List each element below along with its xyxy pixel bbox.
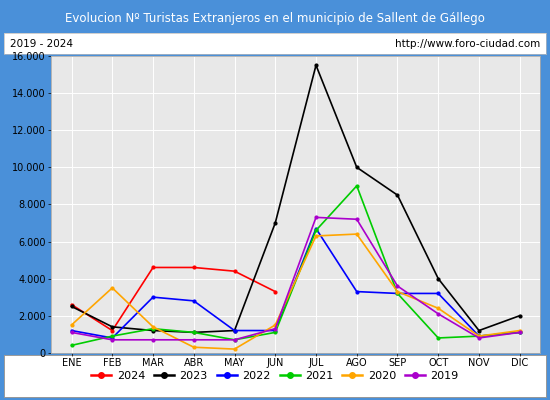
Legend: 2024, 2023, 2022, 2021, 2020, 2019: 2024, 2023, 2022, 2021, 2020, 2019 — [87, 366, 463, 385]
2021 — [272, 330, 278, 335]
2023 — [190, 330, 197, 335]
2022 — [231, 328, 238, 333]
2020 — [190, 345, 197, 350]
2020 — [231, 347, 238, 352]
2022 — [313, 226, 320, 231]
2019 — [109, 338, 116, 342]
2019 — [68, 330, 75, 335]
2023 — [68, 304, 75, 309]
2020 — [516, 328, 523, 333]
2020 — [394, 289, 401, 294]
2021 — [313, 228, 320, 233]
2024 — [231, 269, 238, 274]
2021 — [435, 336, 442, 340]
Text: Evolucion Nº Turistas Extranjeros en el municipio de Sallent de Gállego: Evolucion Nº Turistas Extranjeros en el … — [65, 12, 485, 25]
2022 — [354, 289, 360, 294]
2019 — [150, 338, 156, 342]
2021 — [190, 330, 197, 335]
2022 — [394, 291, 401, 296]
2019 — [354, 217, 360, 222]
2019 — [435, 312, 442, 316]
2023 — [476, 328, 482, 333]
2023 — [109, 324, 116, 329]
2023 — [354, 165, 360, 170]
2021 — [394, 291, 401, 296]
2021 — [476, 334, 482, 338]
2020 — [435, 306, 442, 311]
2024 — [150, 265, 156, 270]
Line: 2021: 2021 — [70, 184, 521, 347]
2024 — [190, 265, 197, 270]
2022 — [435, 291, 442, 296]
Line: 2020: 2020 — [70, 233, 521, 350]
2020 — [109, 286, 116, 290]
2019 — [516, 330, 523, 335]
2019 — [231, 338, 238, 342]
2019 — [476, 336, 482, 340]
2023 — [435, 276, 442, 281]
2020 — [476, 334, 482, 338]
2023 — [313, 63, 320, 68]
2023 — [394, 193, 401, 198]
Line: 2019: 2019 — [70, 216, 521, 341]
Text: http://www.foro-ciudad.com: http://www.foro-ciudad.com — [395, 39, 540, 49]
2019 — [272, 326, 278, 331]
2022 — [190, 298, 197, 303]
2020 — [354, 232, 360, 236]
2020 — [68, 322, 75, 327]
2020 — [313, 234, 320, 238]
2024 — [109, 328, 116, 333]
2021 — [109, 334, 116, 338]
2020 — [150, 324, 156, 329]
2019 — [394, 284, 401, 288]
2022 — [272, 328, 278, 333]
2021 — [150, 326, 156, 331]
2024 — [68, 302, 75, 307]
Text: 2019 - 2024: 2019 - 2024 — [10, 39, 73, 49]
2022 — [109, 336, 116, 340]
2019 — [190, 338, 197, 342]
2023 — [231, 328, 238, 333]
2023 — [150, 328, 156, 333]
2019 — [313, 215, 320, 220]
2021 — [516, 330, 523, 335]
2024 — [272, 289, 278, 294]
2020 — [272, 322, 278, 327]
2022 — [516, 330, 523, 335]
Line: 2022: 2022 — [70, 227, 521, 339]
2022 — [68, 328, 75, 333]
Line: 2023: 2023 — [70, 64, 521, 334]
2023 — [272, 220, 278, 225]
2022 — [150, 295, 156, 300]
2022 — [476, 334, 482, 338]
2021 — [68, 343, 75, 348]
2021 — [354, 184, 360, 188]
Line: 2024: 2024 — [70, 266, 277, 332]
2021 — [231, 338, 238, 342]
2023 — [516, 313, 523, 318]
